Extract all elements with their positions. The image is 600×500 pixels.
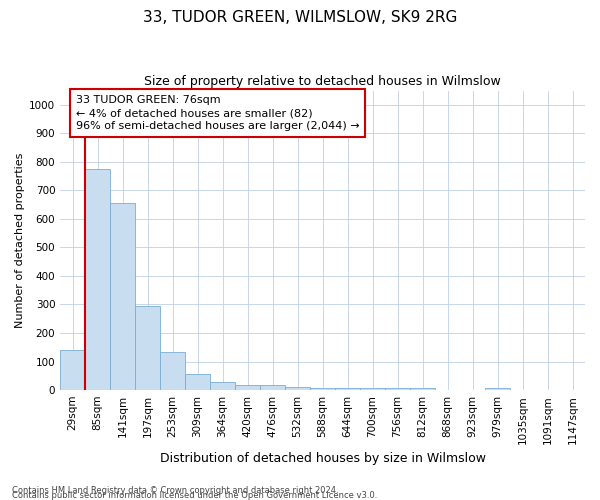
Bar — [60, 350, 85, 390]
Text: 33 TUDOR GREEN: 76sqm
← 4% of detached houses are smaller (82)
96% of semi-detac: 33 TUDOR GREEN: 76sqm ← 4% of detached h… — [76, 95, 359, 132]
Bar — [235, 385, 260, 390]
X-axis label: Distribution of detached houses by size in Wilmslow: Distribution of detached houses by size … — [160, 452, 485, 465]
Bar — [185, 374, 210, 390]
Bar — [85, 169, 110, 390]
Bar — [310, 388, 335, 390]
Bar — [285, 387, 310, 390]
Bar — [410, 388, 435, 390]
Text: 33, TUDOR GREEN, WILMSLOW, SK9 2RG: 33, TUDOR GREEN, WILMSLOW, SK9 2RG — [143, 10, 457, 25]
Bar — [160, 352, 185, 390]
Bar — [110, 203, 135, 390]
Title: Size of property relative to detached houses in Wilmslow: Size of property relative to detached ho… — [144, 75, 501, 88]
Bar — [260, 385, 285, 390]
Bar — [335, 388, 360, 390]
Bar — [485, 388, 510, 390]
Bar — [385, 388, 410, 390]
Bar — [360, 388, 385, 390]
Y-axis label: Number of detached properties: Number of detached properties — [15, 152, 25, 328]
Text: Contains HM Land Registry data © Crown copyright and database right 2024.: Contains HM Land Registry data © Crown c… — [12, 486, 338, 495]
Bar — [135, 306, 160, 390]
Text: Contains public sector information licensed under the Open Government Licence v3: Contains public sector information licen… — [12, 490, 377, 500]
Bar — [210, 382, 235, 390]
